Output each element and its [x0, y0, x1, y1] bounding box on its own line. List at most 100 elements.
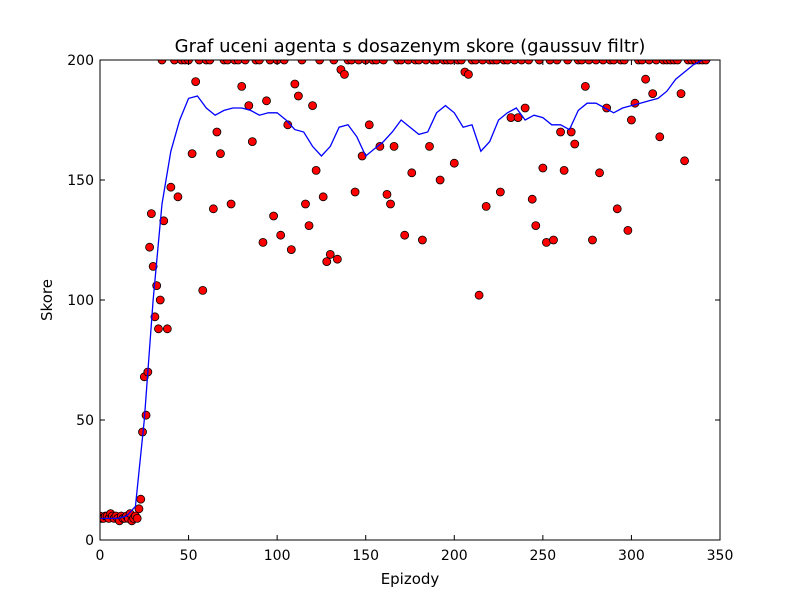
data-point — [414, 60, 424, 65]
data-point — [283, 120, 293, 130]
data-point — [191, 77, 201, 86]
data-point — [651, 60, 661, 65]
data-point — [676, 89, 686, 98]
data-point — [407, 168, 417, 178]
data-point — [464, 70, 473, 79]
x-tick-label: 350 — [707, 548, 734, 564]
data-point — [308, 101, 317, 110]
data-point — [364, 120, 374, 130]
y-axis-title: Skore — [38, 279, 56, 321]
data-point — [680, 156, 689, 166]
data-point — [474, 290, 484, 300]
data-point — [421, 60, 431, 65]
data-point — [556, 127, 565, 137]
data-point — [382, 189, 392, 199]
data-point — [162, 324, 172, 334]
data-point — [432, 60, 441, 65]
data-point — [304, 221, 314, 231]
data-point — [425, 141, 434, 151]
data-point — [315, 60, 325, 65]
data-point — [538, 163, 548, 173]
data-point — [258, 237, 268, 247]
y-tick-label: 200 — [67, 53, 94, 69]
x-tick-label: 150 — [352, 548, 379, 564]
data-point — [456, 60, 466, 65]
data-point — [212, 127, 222, 137]
data-point — [311, 165, 321, 175]
data-point — [549, 235, 558, 245]
x-tick-label: 300 — [618, 548, 645, 564]
data-point — [655, 132, 665, 142]
data-point — [325, 249, 335, 259]
data-point — [478, 60, 488, 65]
data-point — [673, 60, 682, 65]
data-point — [400, 230, 410, 240]
data-point — [322, 257, 332, 267]
data-point — [446, 60, 456, 65]
data-point — [375, 141, 385, 151]
data-point — [329, 60, 339, 65]
plot-frame — [99, 59, 721, 541]
data-point — [598, 60, 608, 65]
data-point — [132, 514, 142, 523]
data-point — [495, 187, 505, 197]
data-point — [612, 204, 622, 214]
data-point — [255, 60, 264, 65]
x-tick-label: 0 — [96, 548, 105, 564]
data-point — [588, 235, 597, 245]
data-point — [584, 60, 594, 65]
y-tick-label: 150 — [67, 173, 94, 189]
y-tick-label: 50 — [76, 413, 94, 429]
axes: 0 50 100 150 200 250 300 350 0 50 100 150 200 — [67, 53, 733, 564]
data-point — [154, 324, 163, 334]
data-point — [290, 79, 300, 89]
x-tick-label: 50 — [180, 548, 198, 564]
data-point — [166, 182, 176, 192]
data-point — [531, 221, 541, 231]
plot-area — [100, 60, 712, 526]
data-point — [559, 165, 569, 175]
smoothed-line — [100, 60, 712, 520]
data-point — [627, 115, 636, 125]
data-point — [148, 261, 158, 271]
data-point — [347, 60, 356, 65]
data-point — [371, 60, 381, 65]
data-point — [293, 91, 303, 101]
data-point — [276, 230, 286, 240]
data-point — [350, 187, 360, 197]
data-point — [223, 60, 232, 65]
data-point — [471, 60, 480, 65]
data-point — [265, 60, 275, 65]
data-point — [389, 141, 399, 151]
data-point — [644, 60, 654, 65]
x-axis-title: Epizody — [381, 570, 440, 588]
data-point — [208, 204, 218, 214]
data-point — [269, 211, 279, 221]
data-point — [233, 60, 243, 65]
data-point — [157, 60, 167, 65]
data-point — [481, 201, 491, 211]
data-point — [247, 137, 257, 147]
data-point — [194, 60, 204, 65]
data-point — [449, 158, 459, 168]
data-point — [159, 216, 169, 226]
data-point — [205, 60, 215, 65]
data-point — [577, 60, 587, 65]
data-point — [244, 101, 254, 110]
data-point — [173, 192, 183, 202]
data-point — [570, 139, 580, 149]
data-point — [563, 60, 573, 65]
data-point — [545, 60, 555, 65]
data-point — [379, 60, 388, 65]
data-point — [527, 194, 537, 204]
x-tick-label: 200 — [441, 548, 468, 564]
data-point — [262, 96, 271, 106]
data-point — [318, 192, 328, 202]
data-point — [641, 74, 650, 84]
data-point — [513, 113, 523, 122]
data-point — [279, 60, 289, 65]
y-tick-label: 100 — [67, 293, 94, 309]
data-point — [503, 60, 512, 65]
data-point — [237, 82, 247, 91]
